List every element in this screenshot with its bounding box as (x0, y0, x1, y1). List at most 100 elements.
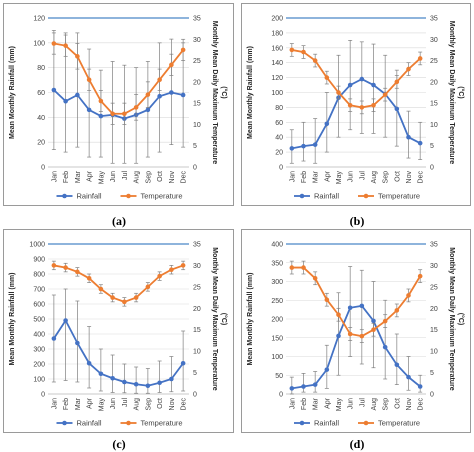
caption-b: (b) (349, 214, 365, 228)
legend-rainfall-marker (299, 193, 305, 199)
x-tick-label: Feb (301, 398, 308, 410)
temperature-point (359, 105, 365, 110)
temperature-point (145, 92, 151, 97)
x-tick-label: Sep (145, 398, 152, 411)
temperature-point (312, 58, 318, 63)
x-tick-label: Nov (406, 171, 413, 184)
rainfall-point (157, 380, 162, 386)
x-tick-label: Jun (110, 171, 117, 182)
x-tick-label: Mar (313, 397, 320, 410)
legend-temperature-label: Temperature (378, 419, 420, 428)
temperature-point (157, 273, 162, 279)
temperature-point (75, 269, 80, 275)
chart-panel-a: 0 20 40 60 80 100 120 0 5 10 15 20 25 30 35 Jan Feb Mar Ap… (3, 3, 234, 206)
x-tick-label: Apr (87, 397, 94, 409)
y-tick-label: 40 (275, 135, 283, 142)
y2-tick-label: 25 (430, 58, 438, 65)
y-tick-label: 0 (41, 392, 45, 399)
rainfall-point (394, 362, 400, 368)
y-tick-label: 800 (33, 272, 45, 279)
x-tick-label: Apr (324, 170, 331, 182)
x-tick-label: Mar (75, 397, 82, 410)
rainfall-point (63, 318, 68, 323)
temperature-point (133, 295, 139, 300)
rainfall-point (180, 360, 186, 366)
legend-rainfall-label: Rainfall (77, 192, 102, 201)
x-tick-label: Feb (63, 398, 70, 410)
temperature-point (371, 102, 376, 108)
y-tick-label: 60 (275, 120, 283, 127)
y2-axis-title-unit: (°C) (457, 313, 465, 326)
y2-tick-label: 0 (430, 392, 434, 399)
y2-tick-label: 30 (193, 37, 201, 44)
rainfall-point (98, 113, 104, 119)
y-tick-label: 0 (279, 392, 283, 399)
y-tick-label: 80 (275, 105, 283, 112)
temperature-point (406, 66, 411, 72)
y-tick-label: 150 (271, 335, 283, 342)
x-tick-label: Dec (418, 398, 425, 411)
rainfall-point (312, 142, 318, 147)
rainfall-point (86, 107, 92, 113)
y2-tick-label: 20 (430, 79, 438, 86)
rainfall-point (145, 383, 151, 389)
y2-axis-title: Monthly Mean Daily Maximum Temperature (448, 21, 455, 165)
temperature-point (371, 327, 376, 333)
y2-axis-title-unit: (°C) (220, 86, 228, 99)
chart-svg: 0 100 200 300 400 500 600 700 800 900 1000 0 5 10 15 20… (9, 242, 228, 428)
chart-svg: 0 20 40 60 80 100 120 0 5 10 15 20 25 30 35 Jan Feb Mar Ap… (9, 16, 228, 201)
temperature-point (51, 41, 57, 46)
y-tick-label: 100 (33, 40, 45, 47)
y-tick-label: 120 (271, 75, 283, 82)
temperature-point (180, 47, 186, 53)
temperature-point (122, 111, 127, 117)
y-tick-label: 350 (271, 260, 283, 267)
x-tick-label: Sep (383, 398, 390, 411)
temperature-point (394, 79, 400, 85)
temperature-point (86, 77, 92, 83)
rainfall-point (417, 140, 423, 146)
rainfall-point (51, 87, 57, 93)
rainfall-point (359, 76, 365, 82)
caption-a: (a) (112, 214, 126, 228)
x-tick-label: Aug (134, 398, 141, 411)
temperature-point (324, 75, 330, 80)
y2-tick-label: 20 (193, 79, 201, 86)
rainfall-point (75, 340, 80, 346)
caption-c: (c) (112, 437, 126, 451)
y-tick-label: 180 (271, 30, 283, 37)
y2-tick-label: 30 (430, 37, 438, 44)
legend-temperature-label: Temperature (378, 192, 420, 201)
rainfall-point (301, 384, 306, 389)
y2-tick-label: 0 (193, 392, 197, 399)
y-axis-title: Mean Monthly Rainfall (mm) (247, 273, 254, 366)
y2-axis-title-unit: (°C) (457, 86, 465, 99)
y-axis-title: Mean Monthly Rainfall (mm) (247, 46, 254, 139)
x-tick-label: Apr (87, 170, 94, 182)
y-tick-label: 0 (279, 165, 283, 172)
x-tick-label: Apr (324, 397, 331, 409)
y-tick-label: 300 (271, 279, 283, 286)
chart-svg: 0 20 40 60 80 100 120 140 160 180 200 0 5 10 15 20 25 30 3… (247, 16, 465, 201)
x-tick-label: Nov (406, 398, 413, 411)
y2-axis-title-unit: (°C) (220, 313, 228, 326)
rainfall-point (289, 146, 295, 151)
y2-axis-title: Monthly Mean Daily Maximum Temperature (211, 21, 218, 165)
y2-tick-label: 10 (193, 122, 201, 129)
rainfall-point (359, 303, 365, 309)
y-tick-label: 200 (33, 362, 45, 369)
x-tick-label: Dec (418, 171, 425, 184)
y2-tick-label: 5 (430, 370, 434, 377)
x-tick-label: Jan (51, 171, 58, 182)
x-tick-label: Jun (348, 398, 355, 409)
temperature-point (417, 273, 423, 279)
temperature-point (382, 318, 388, 324)
y-tick-label: 100 (33, 377, 45, 384)
y2-tick-label: 5 (193, 370, 197, 377)
temperature-line (53, 42, 184, 115)
y-tick-label: 700 (33, 287, 45, 294)
y2-tick-label: 20 (193, 306, 201, 313)
y2-tick-label: 35 (193, 242, 201, 249)
y-tick-label: 100 (271, 90, 283, 97)
legend-rainfall-label: Rainfall (314, 192, 339, 201)
